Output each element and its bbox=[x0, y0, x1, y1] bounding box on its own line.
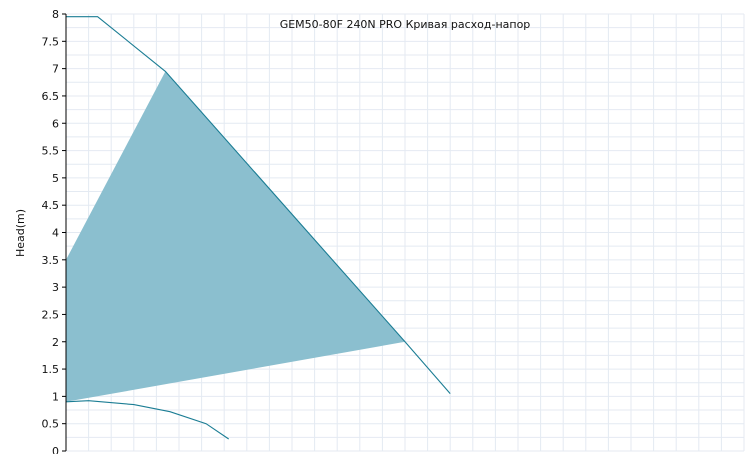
curve-line-2 bbox=[65, 400, 230, 440]
y-tick-label: 2.5 bbox=[42, 308, 60, 321]
y-tick-label: 7.5 bbox=[42, 35, 60, 48]
y-tick-label: 1 bbox=[52, 390, 59, 403]
y-tick-label: 1.5 bbox=[42, 363, 60, 376]
y-tick-label: 4.5 bbox=[42, 199, 60, 212]
y-tick-label: 5 bbox=[52, 172, 59, 185]
operating-area bbox=[66, 71, 405, 402]
y-tick-label: 7 bbox=[52, 63, 59, 76]
y-axis-label: Head(m) bbox=[14, 209, 27, 257]
y-tick-label: 6.5 bbox=[42, 90, 60, 103]
curve-lines bbox=[65, 16, 451, 440]
axes bbox=[62, 13, 67, 452]
chart-title: GEM50-80F 240N PRO Кривая расход-напор bbox=[280, 18, 531, 31]
y-tick-label: 6 bbox=[52, 117, 59, 130]
y-tick-label: 5.5 bbox=[42, 145, 60, 158]
y-tick-label: 8 bbox=[52, 8, 59, 21]
y-tick-label: 2 bbox=[52, 336, 59, 349]
operating-area-polygon bbox=[66, 71, 405, 402]
curve-line-1 bbox=[66, 16, 451, 394]
y-tick-labels: 0 0.5 1 1.5 2 2.5 3 3.5 4 4.5 5 5.5 6 6.5 7 7.5 8 bbox=[42, 8, 60, 454]
y-tick-label: 0.5 bbox=[42, 418, 60, 431]
y-tick-label: 3.5 bbox=[42, 254, 60, 267]
y-tick-label: 0 bbox=[52, 445, 59, 454]
y-tick-label: 4 bbox=[52, 227, 59, 240]
y-tick-label: 3 bbox=[52, 281, 59, 294]
